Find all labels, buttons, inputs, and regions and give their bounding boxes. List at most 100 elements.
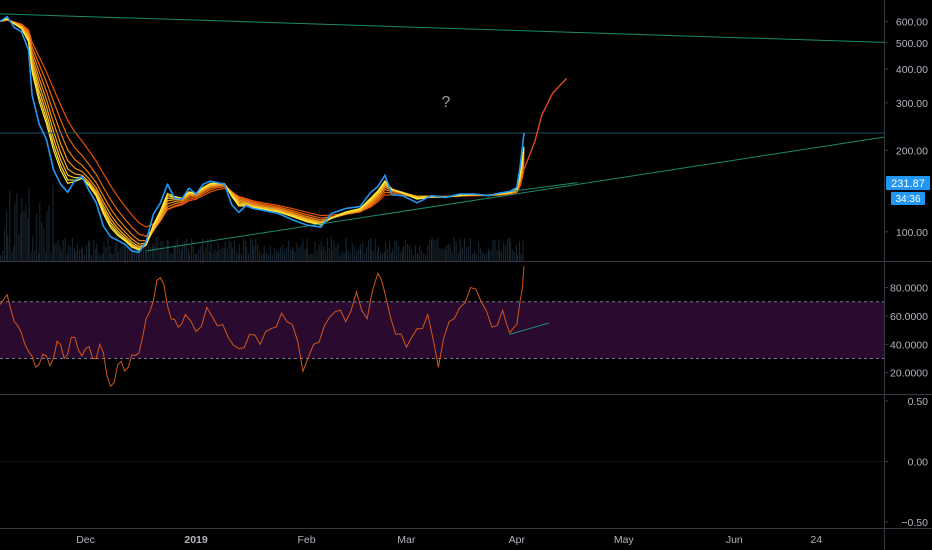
- volume-bar: [402, 246, 404, 261]
- volume-bar: [507, 238, 509, 261]
- volume-bar: [366, 247, 368, 261]
- volume-bar: [192, 245, 195, 261]
- volume-bar: [214, 249, 216, 261]
- volume-bar: [27, 218, 29, 261]
- volume-bar: [349, 252, 351, 261]
- volume-bar: [308, 254, 310, 261]
- volume-bar: [67, 244, 69, 261]
- volume-bar: [143, 241, 145, 261]
- time-axis-label: Dec: [76, 534, 95, 546]
- volume-bar: [476, 254, 478, 261]
- volume-bar: [200, 246, 202, 261]
- time-axis-label: Apr: [509, 534, 526, 546]
- oscillator-axis-tick-label: −0.50: [901, 517, 928, 529]
- volume-bar: [34, 250, 36, 261]
- volume-bar: [284, 248, 286, 261]
- volume-bar: [171, 253, 173, 261]
- volume-bar: [87, 240, 90, 261]
- volume-bar: [300, 244, 302, 261]
- volume-bar: [345, 249, 347, 261]
- price-axis-tick-label: 300.00: [896, 98, 928, 110]
- oscillator-axis-tick-label: 0.50: [908, 396, 929, 408]
- volume-bar: [162, 241, 164, 261]
- volume-bar: [312, 253, 314, 261]
- volume-bar: [339, 254, 341, 261]
- volume-bar: [231, 248, 233, 261]
- volume-bar: [187, 248, 189, 261]
- volume-bar: [62, 239, 64, 261]
- volume-bar: [96, 243, 98, 261]
- volume-bar: [509, 240, 511, 261]
- volume-bar: [83, 254, 86, 261]
- volume-bar: [331, 250, 333, 261]
- volume-bar: [55, 242, 57, 261]
- volume-bar: [124, 246, 126, 261]
- volume-bar: [280, 247, 282, 261]
- volume-bar: [335, 246, 337, 261]
- volume-bar: [412, 254, 414, 261]
- volume-bar: [388, 239, 391, 261]
- volume-bar: [431, 237, 433, 261]
- volume-bar: [320, 241, 322, 261]
- volume-bar: [492, 240, 494, 261]
- volume-bar: [145, 246, 147, 261]
- volume-bar: [98, 252, 100, 261]
- volume-bar: [435, 240, 437, 261]
- volume-bar: [93, 239, 95, 261]
- volume-bar: [135, 248, 138, 261]
- volume-bar: [174, 244, 176, 261]
- volume-bar: [73, 247, 75, 261]
- volume-bar: [217, 242, 219, 261]
- volume-bar: [18, 233, 20, 261]
- question-mark-annotation: ?: [442, 94, 451, 111]
- volume-bar: [152, 243, 154, 261]
- volume-bar: [116, 237, 118, 261]
- volume-bar: [398, 245, 400, 261]
- rsi-axis-tick-label: 60.0000: [890, 311, 928, 323]
- volume-bar: [316, 250, 318, 261]
- volume-bar: [39, 202, 41, 261]
- volume-bar: [351, 243, 353, 261]
- volume-bar: [467, 247, 470, 261]
- volume-bar: [314, 241, 316, 261]
- volume-bar: [59, 245, 61, 261]
- volume-bar: [164, 250, 166, 261]
- volume-bar: [433, 240, 435, 261]
- volume-bar: [302, 238, 304, 261]
- volume-bar: [484, 254, 486, 261]
- volume-bar: [304, 249, 306, 261]
- volume-bar: [212, 252, 214, 261]
- volume-bar: [153, 244, 155, 261]
- volume-bar: [298, 247, 300, 261]
- volume-bar: [259, 250, 261, 261]
- volume-bar: [386, 249, 389, 261]
- volume-bar: [64, 238, 66, 261]
- volume-bar: [392, 249, 394, 261]
- volume-bar: [520, 253, 522, 261]
- volume-bar: [522, 240, 524, 261]
- volume-bar: [441, 248, 443, 261]
- volume-bar: [271, 254, 273, 261]
- volume-bar: [69, 246, 71, 261]
- volume-bar: [2, 250, 4, 261]
- volume-bar: [353, 246, 355, 261]
- volume-bar: [121, 242, 123, 261]
- volume-bar: [95, 248, 97, 261]
- volume-bar: [345, 237, 347, 261]
- volume-bar: [490, 249, 492, 261]
- volume-bar: [362, 242, 364, 261]
- volume-bar: [421, 250, 423, 261]
- volume-bar: [230, 242, 232, 261]
- time-axis-label: Mar: [397, 534, 416, 546]
- volume-bar: [261, 254, 263, 261]
- volume-bar: [518, 241, 521, 261]
- volume-bar: [245, 246, 248, 261]
- volume-bar: [294, 252, 296, 261]
- volume-bar: [160, 241, 162, 261]
- volume-bar: [390, 253, 393, 261]
- volume-bar: [224, 241, 226, 261]
- volume-bar: [498, 238, 500, 261]
- volume-bar: [269, 245, 271, 261]
- volume-bar: [126, 239, 128, 261]
